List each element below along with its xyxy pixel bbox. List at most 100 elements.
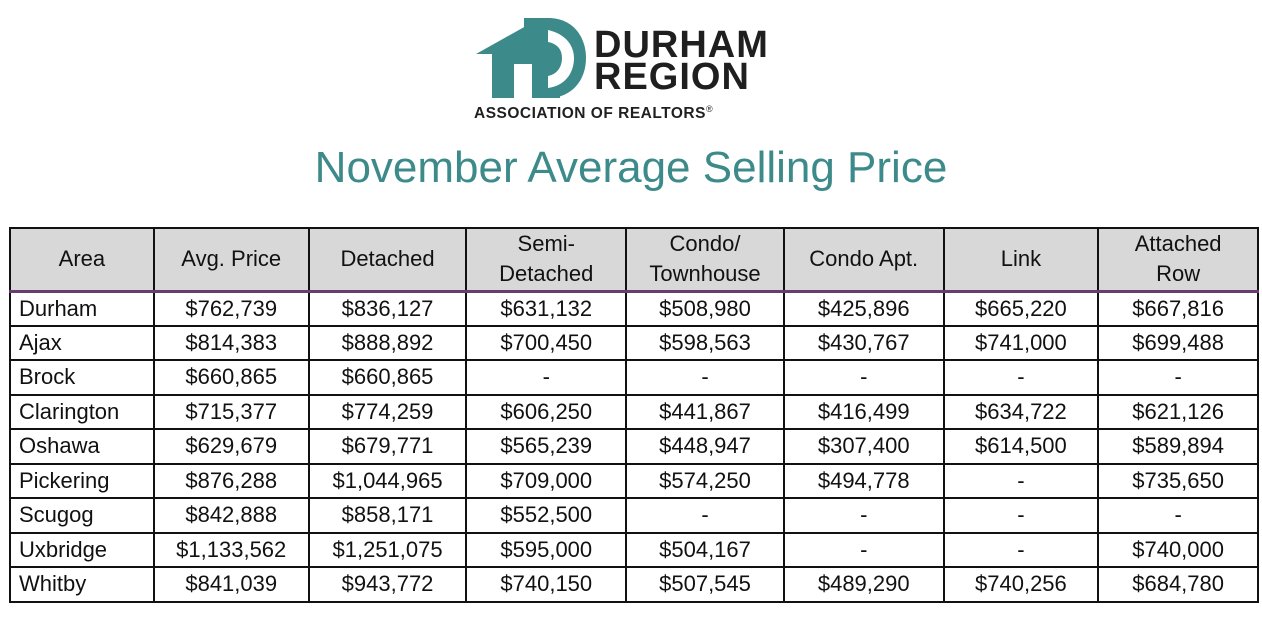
table-header: Area Avg. Price Detached Semi- Detached Condo… (9, 227, 1259, 292)
table-row: Scugog $842,888 $858,171 $552,500- - - - (9, 497, 1259, 534)
logo-word-region: REGION (594, 56, 750, 98)
price-cell: $740,256 (942, 566, 1100, 603)
house-d-logo-icon (476, 18, 586, 98)
price-cell: $665,220 (942, 290, 1100, 327)
price-cell: $425,896 (782, 290, 945, 327)
column-header-line: Avg. Price (181, 246, 282, 272)
price-cell: $441,867 (625, 393, 785, 430)
price-cell: $448,947 (625, 428, 785, 465)
price-cell: - (1097, 359, 1259, 396)
price-cell: $762,739 (152, 290, 310, 327)
column-header: Avg. Price (152, 227, 310, 292)
price-cell: - (625, 359, 785, 396)
logo-tagline: ASSOCIATION OF REALTORS® (474, 104, 714, 123)
price-cell: $774,259 (307, 393, 468, 430)
price-cell: $660,865 (152, 359, 310, 396)
table-row: Whitby $841,039 $943,772 $740,150 $507,545 $4… (9, 566, 1259, 603)
table-row: Clarington $715,377 $774,259 $606,250 $441,8… (9, 393, 1259, 430)
price-table: Area Avg. Price Detached Semi- Detached Condo… (9, 227, 1259, 603)
price-cell: $709,000 (465, 462, 628, 499)
price-cell: $507,545 (625, 566, 785, 603)
column-header-line: Area (58, 246, 106, 272)
price-cell: $943,772 (307, 566, 468, 603)
price-cell: $700,450 (465, 324, 628, 361)
price-cell: $1,133,562 (152, 531, 310, 568)
column-header-line: Semi- (517, 231, 575, 257)
price-cell: $679,771 (307, 428, 468, 465)
table-row: Brock $660,865 $660,865- - - - - (9, 359, 1259, 396)
price-cell: $836,127 (307, 290, 468, 327)
price-cell: $552,500 (465, 497, 628, 534)
price-cell: $667,816 (1097, 290, 1259, 327)
price-cell: $858,171 (307, 497, 468, 534)
table-row: Ajax $814,383 $888,892 $700,450 $598,563 $430… (9, 324, 1259, 361)
column-header: Link (942, 227, 1100, 292)
table-row: Pickering $876,288 $1,044,965 $709,000 $574,… (9, 462, 1259, 499)
dra-logo: DURHAM REGION ASSOCIATION OF REALTORS® (470, 12, 800, 124)
price-cell: $1,251,075 (307, 531, 468, 568)
price-cell: $430,767 (782, 324, 945, 361)
price-cell: $699,488 (1097, 324, 1259, 361)
price-cell: $1,044,965 (307, 462, 468, 499)
column-header: Attached Row (1097, 227, 1259, 292)
price-cell: - (942, 359, 1100, 396)
price-cell: - (942, 531, 1100, 568)
column-header-line: Attached (1134, 231, 1222, 257)
column-header-line: Row (1156, 261, 1201, 287)
column-header-line: Condo/ (669, 231, 741, 257)
price-cell: $307,400 (782, 428, 945, 465)
column-header-line: Townhouse (649, 261, 761, 287)
column-header-line: Detached (499, 261, 594, 287)
price-cell: - (625, 497, 785, 534)
price-cell: $740,000 (1097, 531, 1259, 568)
area-cell: Durham (9, 290, 155, 327)
price-cell: - (782, 497, 945, 534)
price-cell: $508,980 (625, 290, 785, 327)
price-cell: $876,288 (152, 462, 310, 499)
area-cell: Oshawa (9, 428, 155, 465)
column-header: Condo/Townhouse (625, 227, 785, 292)
column-header: Condo Apt. (782, 227, 945, 292)
area-cell: Clarington (9, 393, 155, 430)
price-cell: $888,892 (307, 324, 468, 361)
table-row: Durham $762,739 $836,127 $631,132 $508,980 $4… (9, 290, 1259, 327)
area-cell: Uxbridge (9, 531, 155, 568)
price-cell: $606,250 (465, 393, 628, 430)
price-cell: $715,377 (152, 393, 310, 430)
page-title: November Average Selling Price (314, 143, 948, 192)
price-cell: $684,780 (1097, 566, 1259, 603)
area-cell: Brock (9, 359, 155, 396)
price-cell: $842,888 (152, 497, 310, 534)
price-cell: $416,499 (782, 393, 945, 430)
price-cell: $631,132 (465, 290, 628, 327)
price-cell: $621,126 (1097, 393, 1259, 430)
column-header: Area (9, 227, 155, 292)
column-header-line: Link (1000, 246, 1042, 272)
price-cell: - (942, 462, 1100, 499)
price-cell: $741,000 (942, 324, 1100, 361)
price-cell: $574,250 (625, 462, 785, 499)
price-cell: $740,150 (465, 566, 628, 603)
price-cell: $629,679 (152, 428, 310, 465)
area-cell: Pickering (9, 462, 155, 499)
price-cell: $735,650 (1097, 462, 1259, 499)
price-cell: - (1097, 497, 1259, 534)
price-cell: $614,500 (942, 428, 1100, 465)
price-cell: $598,563 (625, 324, 785, 361)
price-cell: - (782, 359, 945, 396)
area-cell: Scugog (9, 497, 155, 534)
price-cell: $494,778 (782, 462, 945, 499)
column-header-line: Detached (340, 246, 435, 272)
price-cell: $504,167 (625, 531, 785, 568)
price-cell: $595,000 (465, 531, 628, 568)
column-header-line: Condo Apt. (809, 246, 919, 272)
area-cell: Whitby (9, 566, 155, 603)
table-row: Oshawa $629,679 $679,771 $565,239 $448,947 $3… (9, 428, 1259, 465)
table-body: Durham $762,739 $836,127 $631,132 $508,980 $4… (9, 290, 1259, 603)
area-cell: Ajax (9, 324, 155, 361)
column-header: Semi- Detached (465, 227, 628, 292)
column-header: Detached (307, 227, 468, 292)
price-cell: $634,722 (942, 393, 1100, 430)
price-cell: $814,383 (152, 324, 310, 361)
table-row: Uxbridge $1,133,562 $1,251,075 $595,000 $504… (9, 531, 1259, 568)
